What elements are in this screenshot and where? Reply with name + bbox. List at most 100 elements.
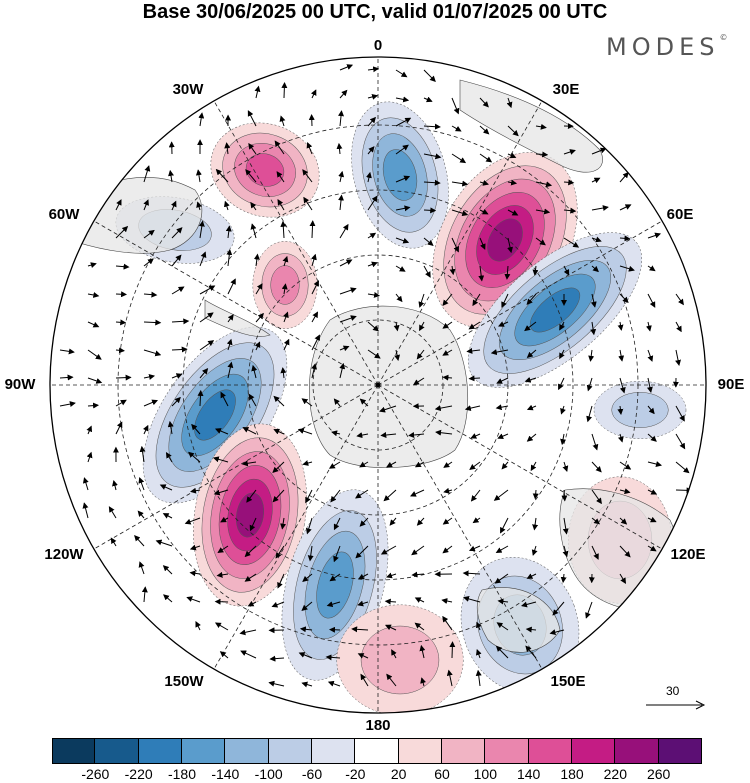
colorbar-tick-label: 140 [516,766,541,782]
wind-vector [327,680,341,687]
colorbar-tick-label: 180 [560,766,584,782]
colorbar-tick-label: -20 [345,766,366,782]
wind-vector [395,117,412,127]
wind-vector [339,362,346,379]
wind-vector [276,171,285,183]
wind-vector [143,373,156,380]
wind-vector [532,489,539,500]
wind-vector [562,517,569,535]
wind-vector [162,565,173,575]
wind-vector [475,648,482,659]
wind-vector [501,461,509,470]
wind-vector [244,545,257,558]
wind-vector [423,179,441,186]
wind-vector [472,293,481,307]
wind-vector [143,165,151,183]
wind-vector [247,110,257,127]
wind-vector [115,225,129,239]
wind-vector [143,258,154,267]
wind-vector [302,169,313,183]
wind-vector [675,433,686,450]
wind-vector [393,321,400,332]
wind-vector [526,433,537,442]
wind-vector [302,460,313,466]
wind-vector [647,433,657,442]
wind-vector [273,395,285,407]
wind-vector [526,573,537,579]
wind-vector [591,517,601,525]
wind-vector [591,205,609,211]
wind-vector [464,405,481,412]
wind-vector [248,142,257,155]
wind-vector [451,180,469,187]
wind-vector [647,405,655,415]
lon-label-30e: 30E [552,81,580,98]
wind-vector [366,171,372,183]
wind-vector [442,545,453,554]
land-shape [459,79,603,173]
wind-vector [196,201,202,211]
wind-vector [468,321,481,330]
wind-vector [446,669,453,687]
wind-vector [213,489,229,496]
wind-vector [199,312,214,323]
lon-label-0: 0 [373,37,383,54]
wind-vector [552,601,565,616]
wind-vector [247,600,257,607]
wind-vector [470,433,481,439]
meridian-line [377,220,663,386]
wind-vector [451,125,462,132]
wind-vector [379,405,397,413]
wind-vector [325,654,341,661]
wind-vector [619,545,631,558]
wind-vector [526,293,537,305]
wind-vector [59,374,74,381]
wind-vector [495,404,509,411]
wind-vector [479,97,489,108]
wind-vector [189,570,201,577]
wind-vector [619,265,635,272]
wind-vector [269,655,285,662]
wind-vector [521,601,537,608]
wind-vector [198,112,205,127]
wind-vector [279,115,286,127]
wind-vector [645,321,652,332]
wind-vector [494,573,509,584]
lon-label-120e: 120E [670,546,706,563]
wind-vector [526,349,537,358]
wind-vector [239,629,257,636]
wind-vector [443,461,453,468]
wind-vector [329,573,341,582]
wind-vector [423,96,433,103]
wind-vector [227,314,234,323]
meridian-line [377,384,663,550]
wind-vector [530,461,537,472]
reference-arrow-icon [646,700,706,710]
wind-vector [220,391,229,407]
wind-vector [306,141,313,155]
wind-vector [535,208,551,215]
wind-vector [675,321,682,333]
wind-vector [562,545,569,558]
colorbar-segment [528,738,572,764]
wind-vector [280,517,287,530]
wind-vector [475,669,482,687]
meridian-line [213,100,379,386]
wind-vector [199,251,207,267]
anomaly-cell [351,101,449,249]
wind-vector [559,321,565,331]
wind-vector [384,598,397,605]
wind-vector [367,116,376,127]
colorbar-segment [268,738,312,764]
wind-vector [647,461,662,467]
wind-vector [493,489,509,501]
wind-vector [137,510,145,519]
wind-vector [525,626,537,633]
wind-vector [281,81,288,99]
wind-vector [479,153,493,163]
wind-vector [326,601,341,608]
wind-vector [255,312,264,323]
wind-vector [560,433,567,446]
south-pole-marker [375,382,381,388]
colorbar-segment [442,738,486,764]
